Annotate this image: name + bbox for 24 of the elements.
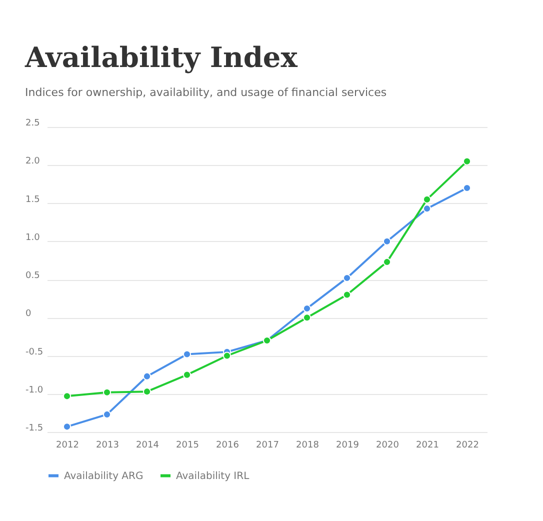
x-tick-label: 2017 xyxy=(256,440,279,450)
x-tick-label: 2018 xyxy=(296,440,320,450)
y-tick-label: -1.0 xyxy=(26,385,44,396)
y-tick-label: 0.5 xyxy=(26,271,40,281)
x-tick-label: 2013 xyxy=(96,440,119,450)
x-tick-label: 2019 xyxy=(336,440,360,450)
y-tick-label: 1.5 xyxy=(26,194,40,205)
y-tick-label: 0 xyxy=(26,309,32,320)
legend-label: Availability IRL xyxy=(176,470,250,482)
y-tick-label: 2.0 xyxy=(26,156,40,167)
chart-subtitle: Indices for ownership, availability, and usage of financial services xyxy=(25,86,387,99)
y-tick-label: 2.5 xyxy=(26,118,40,128)
chart-title: Availability Index xyxy=(24,41,298,74)
y-tick-label: -1.5 xyxy=(26,424,44,434)
x-tick-label: 2021 xyxy=(416,440,439,450)
x-tick-label: 2014 xyxy=(136,440,160,450)
y-tick-label: 1.0 xyxy=(26,232,40,243)
x-tick-label: 2022 xyxy=(456,440,479,450)
y-tick-label: -0.5 xyxy=(26,347,44,358)
x-tick-label: 2012 xyxy=(56,440,79,450)
legend-label: Availability ARG xyxy=(64,470,144,482)
x-tick-label: 2016 xyxy=(216,440,240,450)
x-tick-label: 2015 xyxy=(176,440,199,450)
x-tick-label: 2020 xyxy=(376,440,400,450)
